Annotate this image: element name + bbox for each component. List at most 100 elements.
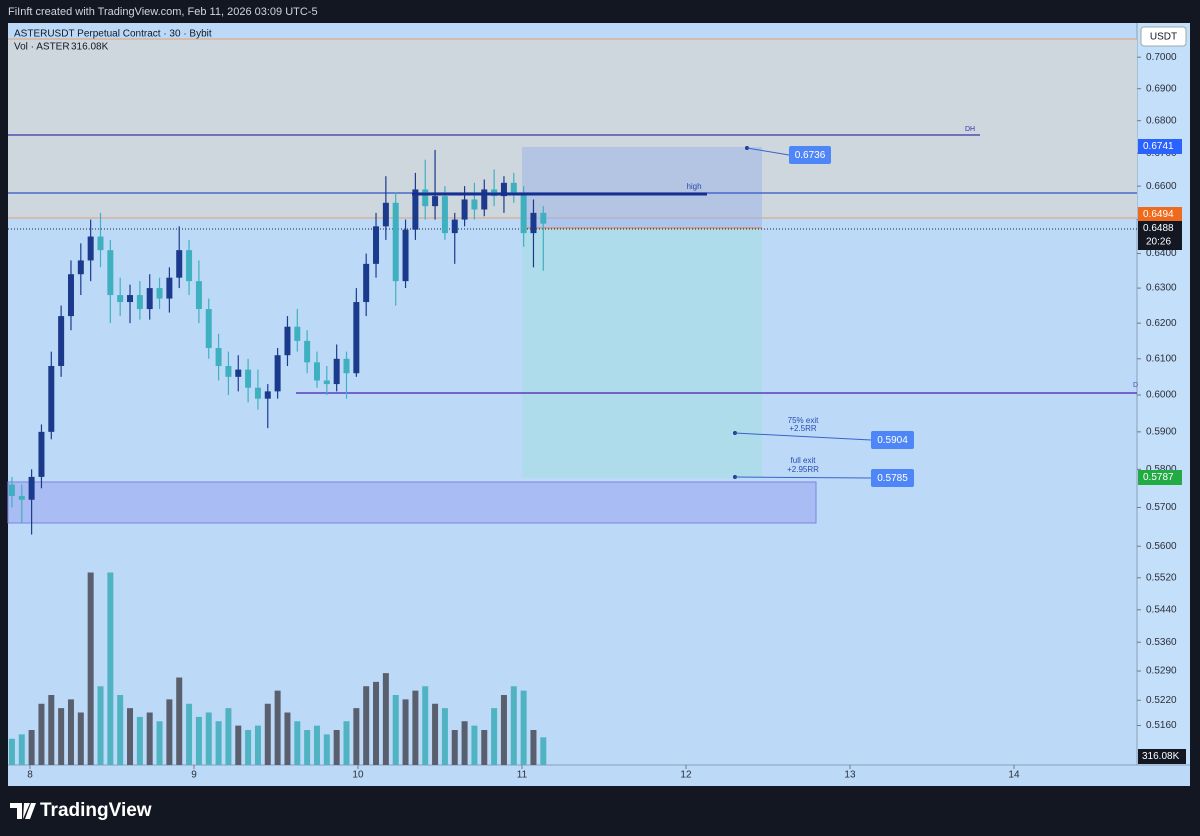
price-badge	[1138, 207, 1182, 222]
volume-bar	[176, 677, 183, 765]
volume-bar	[313, 725, 320, 765]
volume-bar	[451, 730, 458, 765]
volume-bar	[254, 725, 261, 765]
volume-badge-text: 316.08K	[1142, 751, 1180, 762]
candle-body	[215, 348, 222, 366]
candle-body	[461, 199, 468, 220]
volume-bar	[510, 686, 517, 765]
target-zone	[522, 147, 762, 228]
volume-bar	[67, 699, 74, 765]
exit-rr: +2.95RR	[787, 465, 819, 474]
candle-body	[284, 326, 291, 356]
candle-body	[97, 236, 104, 251]
y-tick-label: 0.6900	[1146, 83, 1177, 94]
volume-bar	[274, 690, 281, 765]
price-badge	[1138, 470, 1182, 485]
candle-body	[343, 358, 350, 374]
axes: 0.70000.69000.68000.67000.66000.65000.64…	[27, 52, 1177, 781]
volume-bar	[402, 699, 409, 765]
volume-bar	[235, 725, 242, 765]
volume-bar	[500, 695, 507, 765]
watermark: FiInft created with TradingView.com, Feb…	[8, 6, 318, 18]
brand: TradingView	[10, 800, 152, 821]
price-badge	[1138, 139, 1182, 154]
candle-body	[313, 362, 320, 381]
candle-body	[510, 182, 517, 193]
candle-body	[363, 263, 370, 303]
candle-body	[186, 250, 193, 282]
candle-body	[205, 309, 212, 349]
drawings	[7, 38, 1137, 524]
y-tick-label: 0.6400	[1146, 248, 1177, 259]
candle-body	[176, 250, 183, 278]
volume-bar	[481, 730, 488, 765]
y-tick-label: 0.6300	[1146, 283, 1177, 294]
candle-body	[166, 277, 173, 299]
candle-body	[294, 326, 301, 341]
volume-bar	[245, 730, 252, 765]
y-tick-label: 0.6200	[1146, 318, 1177, 329]
y-tick-label: 0.5520	[1146, 572, 1177, 583]
volume-bar	[540, 737, 547, 765]
volume-bar	[264, 703, 271, 765]
price-badge-text: 0.6494	[1143, 209, 1174, 220]
volume-bar	[284, 712, 291, 765]
volume-bar	[441, 708, 448, 765]
candle-body	[304, 340, 311, 363]
volume-bar	[382, 673, 389, 765]
candle-body	[441, 196, 448, 234]
candle-body	[245, 369, 252, 388]
candle-body	[156, 288, 163, 299]
y-tick-label: 0.5290	[1146, 666, 1177, 677]
volume-bar	[461, 721, 468, 765]
volume-bar	[323, 734, 330, 765]
volume-bar	[87, 572, 94, 765]
y-tick-label: 0.6000	[1146, 390, 1177, 401]
y-tick-label: 0.5220	[1146, 695, 1177, 706]
volume-bar	[156, 721, 163, 765]
volume-bar	[8, 738, 15, 765]
callout-box	[871, 431, 914, 449]
volume-bar	[294, 721, 301, 765]
candle-body	[530, 212, 537, 234]
volume-bar	[343, 721, 350, 765]
volume-bar	[225, 708, 232, 765]
volume-bar	[520, 690, 527, 765]
x-tick-label: 8	[27, 770, 33, 781]
d-label: D	[1133, 382, 1138, 389]
volume-bar	[127, 708, 134, 765]
drawings: high DH D 0.6736 75% exit +2.5RR 0.5904 …	[412, 126, 1138, 487]
candle-body	[353, 302, 360, 374]
candle-body	[412, 189, 419, 230]
volume-bar	[77, 712, 84, 765]
dh-label: DH	[965, 126, 975, 133]
y-tick-label: 0.6100	[1146, 353, 1177, 364]
volume-bar	[97, 686, 104, 765]
volume-bar	[166, 699, 173, 765]
volume-bar	[373, 681, 380, 765]
candle-body	[500, 182, 507, 197]
candle-body	[28, 476, 35, 500]
chart-title: ASTERUSDT Perpetual Contract · 30 · Bybi…	[14, 29, 212, 40]
stop-zone	[522, 228, 762, 478]
x-tick-label: 9	[191, 770, 197, 781]
volume-bar	[491, 708, 498, 765]
volume-bar	[215, 721, 222, 765]
currency-button[interactable]	[1140, 26, 1187, 47]
candle-body	[333, 358, 340, 385]
legend-value: 316.08K	[71, 42, 109, 53]
price-badge-text: 0.5787	[1143, 472, 1174, 483]
x-tick-label: 10	[352, 770, 364, 781]
candle-body	[38, 431, 45, 477]
candle-body	[235, 369, 242, 377]
callout-line	[734, 432, 872, 441]
volume-bar	[28, 730, 35, 765]
candle-body	[58, 316, 65, 366]
y-tick-label: 0.5600	[1146, 541, 1177, 552]
callout-line	[746, 147, 790, 156]
candle-body	[48, 365, 55, 432]
volume-bar	[363, 686, 370, 765]
candle-body	[392, 202, 399, 282]
candle-body	[402, 229, 409, 282]
volume-bar	[304, 730, 311, 765]
